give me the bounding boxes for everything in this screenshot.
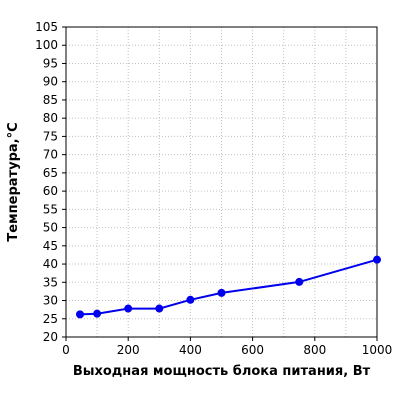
x-tick-label: 200 (117, 343, 140, 357)
y-tick-label: 80 (43, 111, 58, 125)
series-layer (75, 255, 381, 319)
y-tick-label: 40 (43, 257, 58, 271)
data-point (155, 304, 164, 313)
y-tick-label: 70 (43, 148, 58, 162)
y-tick-label: 95 (43, 56, 58, 70)
y-tick-label: 100 (35, 38, 58, 52)
y-tick-label: 20 (43, 330, 58, 344)
x-tick-label: 1000 (362, 343, 393, 357)
y-tick-label: 90 (43, 75, 58, 89)
y-tick-label: 50 (43, 221, 58, 235)
y-tick-label: 35 (43, 275, 58, 289)
y-tick-label: 60 (43, 184, 58, 198)
axis-ticks: 0 200 400 600 800 1000 20 25 30 35 40 45 50 55 60 65 70 7… (35, 20, 392, 357)
x-tick-label: 800 (303, 343, 326, 357)
x-axis-label: Выходная мощность блока питания, Вт (73, 364, 371, 379)
data-point (93, 309, 102, 318)
grid-lines (66, 27, 377, 337)
y-tick-label: 105 (35, 20, 58, 34)
x-tick-label: 600 (241, 343, 264, 357)
y-tick-label: 85 (43, 93, 58, 107)
data-point (75, 310, 84, 319)
data-point (217, 288, 226, 297)
y-tick-label: 45 (43, 239, 58, 253)
plot-area-frame (65, 26, 378, 338)
y-axis-label: Температура,°C (6, 122, 21, 241)
y-tick-label: 30 (43, 294, 58, 308)
data-point (373, 255, 381, 264)
y-tick-label: 65 (43, 166, 58, 180)
y-tick-label: 25 (43, 312, 58, 326)
data-point (295, 277, 304, 286)
series-line (79, 258, 378, 316)
x-tick-label: 0 (62, 343, 70, 357)
data-point (186, 295, 195, 304)
y-tick-label: 75 (43, 129, 58, 143)
y-tick-label: 55 (43, 202, 58, 216)
x-tick-label: 400 (179, 343, 202, 357)
data-point (124, 304, 133, 313)
